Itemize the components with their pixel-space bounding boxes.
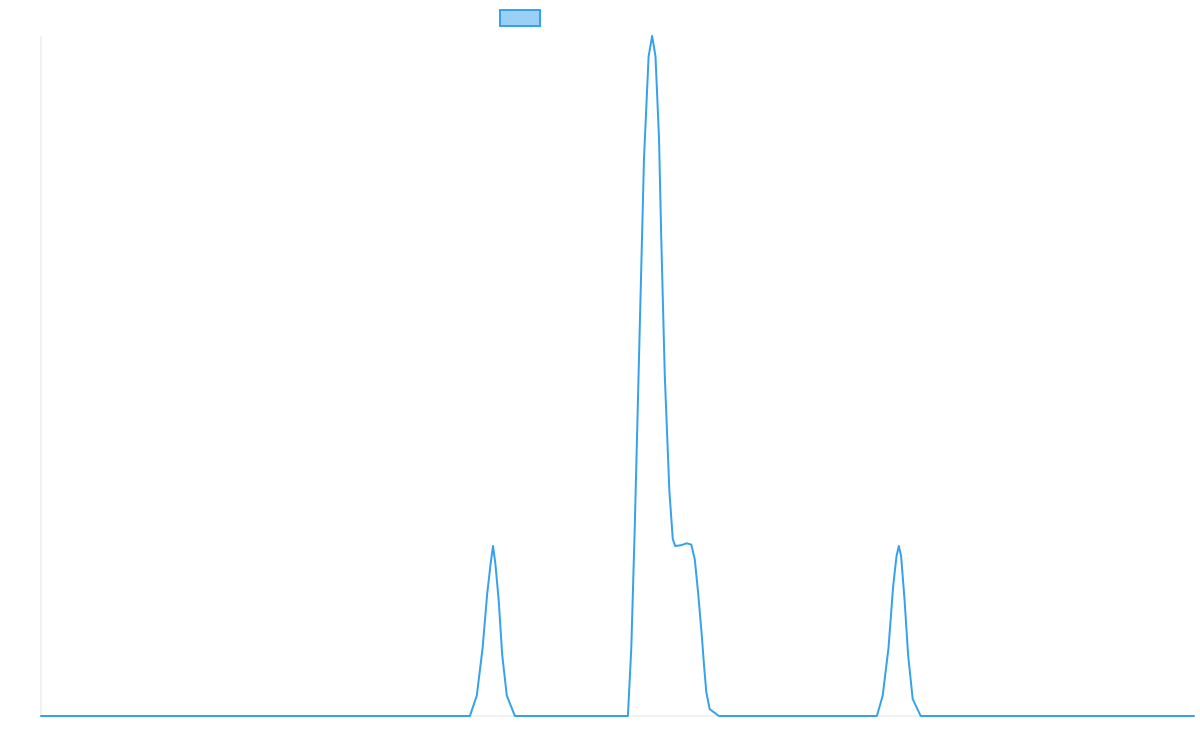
legend-swatch[interactable] xyxy=(499,9,541,27)
legend xyxy=(499,9,541,27)
series-line-0 xyxy=(40,35,1195,717)
axes xyxy=(40,36,1194,717)
series-layer xyxy=(40,35,1195,717)
